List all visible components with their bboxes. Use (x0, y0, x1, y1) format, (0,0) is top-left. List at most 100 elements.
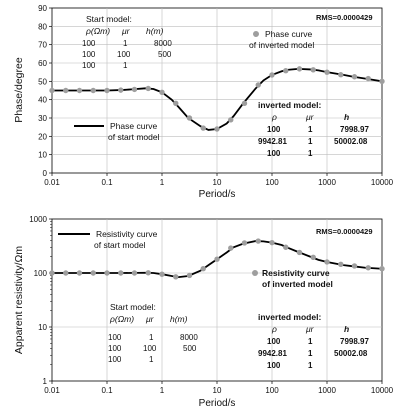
data-point-inverted-model (269, 72, 275, 78)
resistivity-inv-row1-h: 7998.97 (340, 337, 369, 346)
data-point-inverted-model (63, 87, 69, 94)
phase-inv-row1-h: 7998.97 (340, 125, 369, 134)
data-point-inverted-model (379, 266, 385, 272)
data-point-inverted-model (49, 87, 55, 94)
data-point-inverted-model (214, 256, 220, 262)
phase-inv-row1-mu: 1 (308, 125, 313, 134)
phase-legend-start-label-2: of start model (108, 132, 160, 142)
data-point-inverted-model (310, 254, 316, 261)
phase-y-axis-label: Phase/degree (13, 57, 25, 123)
y-tick-label: 1 (43, 377, 48, 386)
phase-start-row1-rho: 100 (82, 39, 96, 48)
y-tick-label: 30 (38, 114, 47, 123)
data-point-inverted-model (296, 66, 303, 72)
phase-x-axis-label: Period/s (199, 189, 236, 200)
resistivity-inv-header-mu: μr (305, 324, 315, 334)
y-tick-label: 60 (38, 59, 47, 68)
data-point-inverted-model (186, 272, 193, 279)
data-point-inverted-model (365, 75, 371, 82)
data-point-inverted-model (186, 115, 193, 121)
x-tick-label: 100 (265, 386, 279, 395)
phase-start-row1-mu: 1 (123, 39, 128, 48)
data-point-inverted-model (310, 67, 316, 73)
data-point-inverted-model (159, 89, 165, 96)
x-tick-label: 10000 (371, 178, 394, 187)
phase-legend-inverted-label-2: of inverted model (249, 40, 314, 50)
x-tick-label: 0.1 (101, 386, 113, 395)
phase-inv-header-rho: ρ (271, 112, 277, 122)
y-tick-label: 70 (38, 41, 47, 50)
y-tick-label: 40 (38, 96, 47, 105)
phase-start-row2-mu: 100 (117, 50, 131, 59)
data-point-inverted-model (76, 270, 83, 276)
phase-inv-row2-mu: 1 (308, 137, 313, 146)
phase-inverted-model-title: inverted model: (258, 100, 321, 110)
phase-start-header-mu: μr (121, 26, 131, 36)
resistivity-inv-row3-mu: 1 (308, 361, 313, 370)
resistivity-inv-row2-rho: 9942.81 (258, 349, 287, 358)
data-point-inverted-model (104, 87, 110, 94)
data-point-inverted-model (76, 87, 83, 94)
data-point-inverted-model (324, 69, 330, 75)
y-tick-label: 10 (38, 323, 47, 332)
phase-inv-row2-h: 50002.08 (334, 137, 368, 146)
data-point-inverted-model (241, 240, 248, 246)
phase-inv-row3-rho: 100 (267, 149, 281, 158)
data-point-inverted-model (351, 74, 358, 80)
resistivity-inv-row2-h: 50002.08 (334, 349, 368, 358)
phase-legend-start-label-1: Phase curve (110, 121, 158, 131)
y-tick-label: 100 (34, 269, 48, 278)
data-point-inverted-model (200, 125, 206, 131)
x-tick-label: 0.01 (44, 386, 60, 395)
resistivity-inverted-model-title: inverted model: (258, 312, 321, 322)
resistivity-x-axis-label: Period/s (199, 398, 236, 409)
x-tick-label: 0.1 (101, 178, 113, 187)
data-point-inverted-model (90, 87, 96, 94)
resistivity-start-row3-rho: 100 (108, 355, 122, 364)
y-tick-label: 20 (38, 132, 47, 141)
resistivity-start-model-title: Start model: (110, 302, 156, 312)
resistivity-legend-start-label-1: Resistivity curve (96, 229, 158, 239)
data-point-inverted-model (118, 87, 124, 93)
data-point-inverted-model (283, 68, 289, 74)
phase-legend-inverted-marker (253, 31, 259, 37)
phase-start-row2-rho: 100 (82, 50, 96, 59)
data-point-inverted-model (296, 249, 303, 256)
phase-rms-label: RMS=0.0000429 (316, 13, 373, 22)
resistivity-inv-row1-rho: 100 (267, 337, 281, 346)
resistivity-y-axis-label: Apparent resistivity/Ωm (13, 246, 25, 354)
data-point-inverted-model (131, 270, 138, 276)
resistivity-legend-inverted-label-1: Resistivity curve (262, 268, 330, 278)
phase-start-row1-h: 8000 (154, 39, 172, 48)
resistivity-rms-label: RMS=0.0000429 (316, 227, 373, 236)
data-point-inverted-model (90, 270, 96, 276)
resistivity-legend-start-label-2: of start model (94, 240, 146, 250)
phase-start-row2-h: 500 (158, 50, 172, 59)
phase-legend-inverted-label-1: Phase curve (265, 29, 313, 39)
data-point-inverted-model (228, 117, 234, 123)
data-point-inverted-model (200, 266, 206, 272)
phase-inv-header-mu: μr (305, 112, 315, 122)
resistivity-x-ticks: 0.01 0.1 1 10 100 1000 10000 (44, 381, 394, 395)
data-point-inverted-model (131, 86, 138, 93)
data-point-inverted-model (241, 100, 248, 107)
phase-inv-row1-rho: 100 (267, 125, 281, 134)
phase-inv-row2-rho: 9942.81 (258, 137, 287, 146)
resistivity-y-ticks: 1 10 100 1000 (29, 215, 52, 386)
phase-series (49, 66, 385, 132)
x-tick-label: 0.01 (44, 178, 60, 187)
resistivity-start-header-h: h(m) (170, 314, 188, 324)
y-tick-label: 10 (38, 151, 47, 160)
phase-start-model-title: Start model: (86, 14, 132, 24)
x-tick-label: 10000 (371, 386, 394, 395)
resistivity-chart: 0.01 0.1 1 10 100 1000 10000 1 10 100 1000 Period… (13, 215, 394, 409)
data-point-inverted-model (49, 270, 55, 276)
phase-inv-row3-mu: 1 (308, 149, 313, 158)
x-tick-label: 100 (265, 178, 279, 187)
x-tick-label: 1000 (318, 178, 336, 187)
x-tick-label: 10 (213, 178, 222, 187)
resistivity-inv-row3-rho: 100 (267, 361, 281, 370)
data-point-inverted-model (63, 270, 69, 276)
phase-y-ticks: 0 10 20 30 40 50 60 70 80 90 (38, 4, 52, 178)
